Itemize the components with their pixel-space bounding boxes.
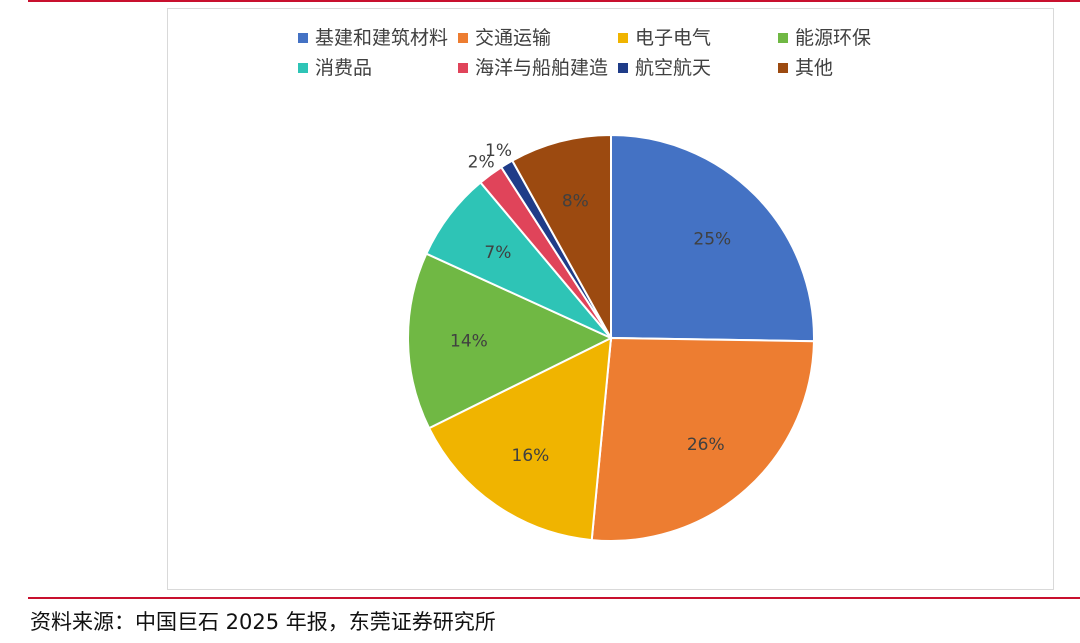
slice-label: 16% (512, 446, 550, 466)
legend-swatch (458, 33, 468, 43)
legend-swatch (298, 33, 308, 43)
legend-label: 消费品 (315, 57, 372, 79)
slice-label: 26% (687, 435, 725, 455)
legend-swatch (778, 63, 788, 73)
slice-label: 14% (450, 331, 488, 351)
pie-slice (407, 252, 614, 430)
pie-slice (610, 133, 815, 343)
slice-label: 25% (693, 229, 731, 249)
legend-swatch (778, 33, 788, 43)
legend-swatch (458, 63, 468, 73)
legend-label: 海洋与船舶建造 (475, 57, 608, 79)
legend-swatch (298, 63, 308, 73)
source-note: 资料来源：中国巨石 2025 年报，东莞证券研究所 (30, 610, 496, 634)
legend-label: 能源环保 (795, 27, 871, 49)
legend-swatch (618, 33, 628, 43)
top-rule (28, 0, 1080, 2)
slice-label: 2% (468, 153, 495, 173)
legend-swatch (618, 63, 628, 73)
legend-label: 基建和建筑材料 (315, 27, 448, 49)
pie-slice (590, 336, 815, 542)
pie-labels: 25% 26% 16% 14% 7% 2%1% 8% (450, 141, 731, 466)
slice-label: 1% (485, 141, 512, 161)
slice-label: 8% (562, 191, 589, 211)
pie-slice (510, 133, 612, 342)
chart-frame: 基建和建筑材料 交通运输 电子电气 能源环保 消费品 海洋与船舶建造 航空航天 其他 25% 2… (167, 8, 1054, 590)
legend-label: 交通运输 (475, 27, 551, 49)
pie-slices (407, 133, 815, 542)
legend-label: 电子电气 (635, 27, 711, 49)
pie-slice (427, 336, 613, 542)
bottom-rule (28, 597, 1080, 599)
legend-label: 航空航天 (635, 57, 711, 79)
legend-label: 其他 (795, 57, 833, 79)
slice-label: 7% (484, 243, 511, 263)
